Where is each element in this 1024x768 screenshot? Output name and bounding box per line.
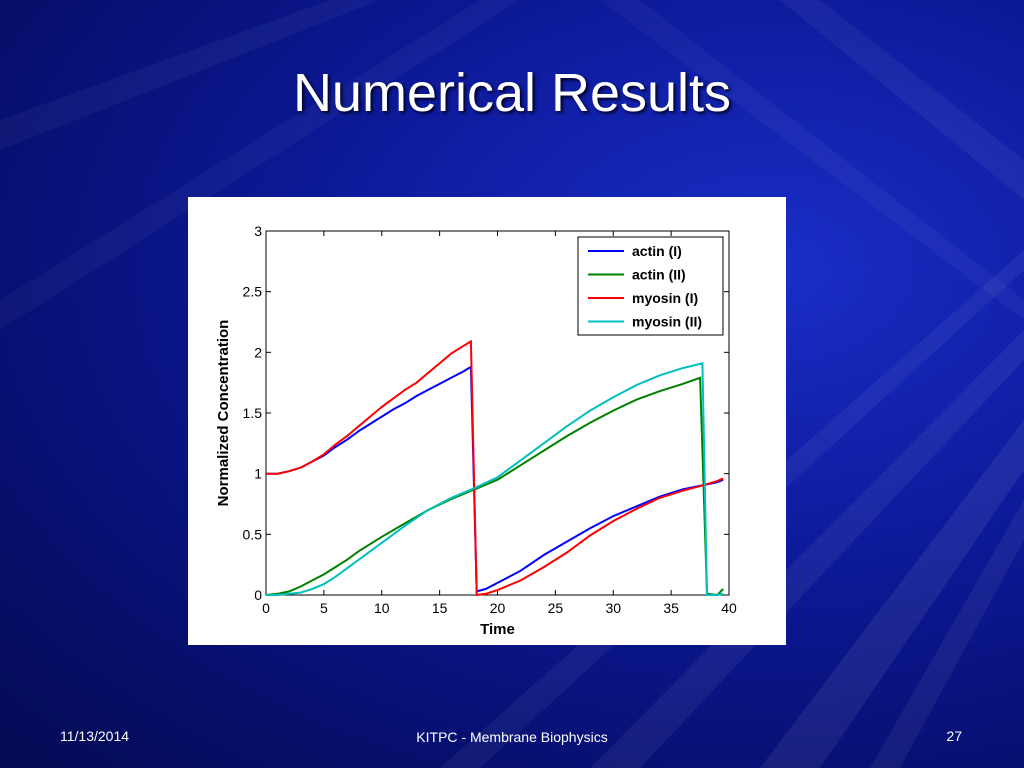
series-line-myosin-i- [266, 339, 724, 597]
x-axis-label: Time [480, 621, 515, 638]
y-tick-label: 0 [254, 587, 262, 603]
legend-entry: myosin (II) [632, 314, 702, 330]
y-tick-label: 1.5 [243, 405, 263, 421]
x-tick-label: 0 [262, 600, 270, 616]
x-tick-label: 25 [548, 600, 564, 616]
x-tick-label: 10 [374, 600, 390, 616]
x-tick-label: 40 [721, 600, 737, 616]
x-tick-label: 15 [432, 600, 448, 616]
y-tick-label: 2.5 [243, 284, 263, 300]
y-tick-label: 2 [254, 344, 262, 360]
series-line-myosin-ii- [266, 362, 724, 596]
legend-box [577, 236, 724, 336]
series-line-actin-i- [266, 365, 724, 593]
legend-entry: myosin (I) [632, 290, 698, 306]
legend-entry: actin (I) [632, 243, 682, 259]
y-tick-label: 3 [254, 223, 262, 239]
x-tick-label: 35 [663, 600, 679, 616]
footer-date: 11/13/2014 [60, 728, 130, 744]
footer-title: KITPC - Membrane Biophysics [416, 729, 608, 745]
legend-entry: actin (II) [632, 267, 686, 283]
line-chart: 0 5 10 15 20 25 30 35 40 0 0.5 1 1.5 2 2.5 3 actin (I) a… [215, 223, 737, 638]
y-tick-label: 0.5 [243, 526, 263, 542]
slide-title: Numerical Results [292, 63, 732, 123]
chart-figure: 0 5 10 15 20 25 30 35 40 0 0.5 1 1.5 2 2.5 3 actin (I) a… [188, 197, 786, 645]
y-tick-label: 1 [254, 466, 262, 482]
x-tick-label: 30 [605, 600, 621, 616]
x-tick-label: 20 [490, 600, 506, 616]
page-number: 27 [946, 728, 962, 744]
y-axis-label: Normalized Concentration [215, 320, 232, 507]
x-tick-label: 5 [320, 600, 328, 616]
